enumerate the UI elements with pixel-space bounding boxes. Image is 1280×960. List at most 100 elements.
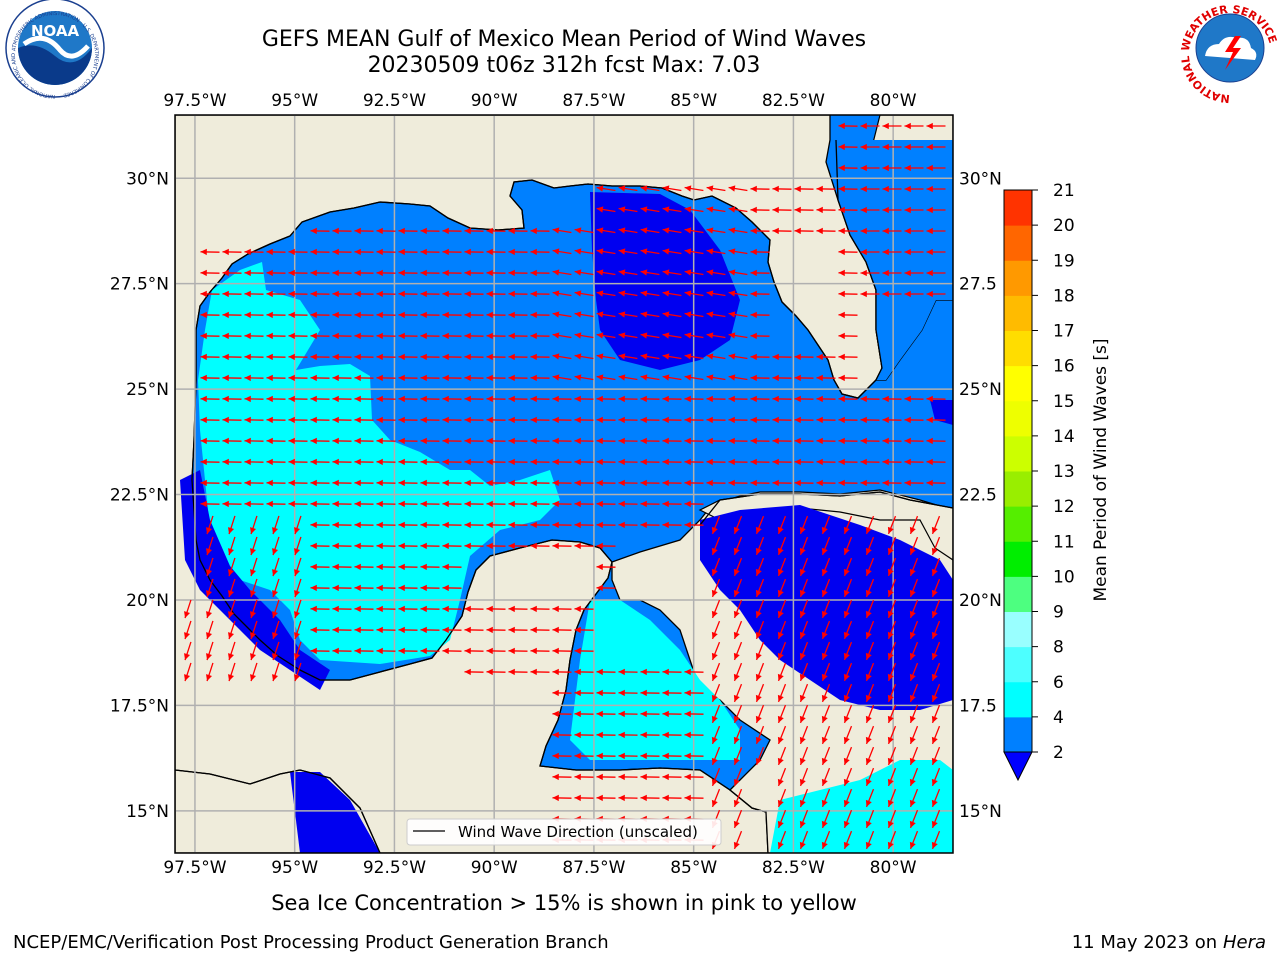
- wind-arrow: [288, 500, 308, 508]
- wind-arrow: [486, 605, 506, 613]
- wind-arrow: [508, 353, 528, 361]
- wind-arrow: [618, 710, 638, 718]
- wind-arrow: [184, 662, 192, 682]
- wind-arrow: [865, 536, 875, 556]
- wind-arrow: [574, 773, 594, 781]
- wind-arrow: [684, 248, 704, 255]
- wind-arrow: [684, 458, 704, 466]
- wind-arrow: [799, 662, 809, 682]
- wind-arrow: [662, 731, 682, 739]
- wind-arrow: [733, 704, 743, 724]
- wind-arrow: [865, 641, 875, 661]
- wind-arrow: [728, 185, 748, 192]
- wind-arrow: [887, 599, 897, 619]
- wind-arrow: [398, 374, 418, 382]
- wind-arrow: [354, 269, 374, 277]
- wind-arrow: [662, 479, 682, 487]
- wind-arrow: [904, 479, 924, 487]
- colorbar-segment: [1004, 260, 1032, 296]
- wind-arrow: [838, 311, 858, 319]
- wind-arrow: [376, 248, 396, 256]
- colorbar-segment: [1004, 541, 1032, 577]
- wind-arrow: [596, 752, 616, 760]
- wind-arrow: [684, 185, 704, 192]
- wind-arrow: [843, 620, 853, 640]
- wind-arrow: [684, 710, 704, 718]
- wind-arrow: [294, 557, 302, 577]
- lat-label-left: 25°N: [126, 380, 169, 400]
- wind-arrow: [272, 578, 280, 598]
- wind-arrow: [376, 563, 396, 571]
- colorbar-tick-label: 15: [1053, 392, 1075, 412]
- wind-arrow: [574, 647, 594, 655]
- wind-arrow: [376, 542, 396, 550]
- wind-arrow: [904, 290, 924, 298]
- wind-arrow: [750, 395, 770, 403]
- wind-arrow: [442, 227, 462, 235]
- wind-arrow: [508, 668, 528, 676]
- wind-arrow: [420, 563, 440, 571]
- wind-arrow: [228, 599, 236, 619]
- wind-arrow: [728, 395, 748, 403]
- wind-arrow: [706, 458, 726, 466]
- wind-arrow: [799, 620, 809, 640]
- wind-arrow: [750, 269, 770, 277]
- colorbar-tick-label: 8: [1053, 638, 1064, 658]
- wind-arrow: [288, 416, 308, 424]
- wind-arrow: [750, 206, 770, 214]
- wind-arrow: [909, 725, 919, 745]
- wind-arrow: [464, 479, 484, 487]
- lon-label-bottom: 85°W: [670, 858, 717, 878]
- wind-arrow: [843, 662, 853, 682]
- wind-arrow: [909, 809, 919, 829]
- wind-arrow: [266, 332, 286, 340]
- wind-arrow: [310, 437, 330, 445]
- lon-label-top: 87.5°W: [562, 91, 625, 111]
- wind-arrow: [821, 746, 831, 766]
- wind-arrow: [464, 374, 484, 382]
- colorbar-tick-label: 4: [1053, 708, 1064, 728]
- wind-arrow: [486, 269, 506, 277]
- period-region-yucatan-cyan: [570, 600, 740, 760]
- wind-arrow: [376, 458, 396, 466]
- wind-arrow: [684, 731, 704, 739]
- wind-arrow: [464, 353, 484, 361]
- wind-arrow: [882, 185, 902, 193]
- wind-arrow: [838, 227, 858, 235]
- colorbar-segment: [1004, 400, 1032, 437]
- wind-arrow: [272, 557, 280, 577]
- wind-arrow: [552, 290, 572, 297]
- wind-arrow: [777, 662, 787, 682]
- wind-arrow: [777, 830, 787, 850]
- lat-label-left: 22.5°N: [110, 486, 169, 506]
- wind-arrow: [926, 206, 946, 214]
- wind-arrow: [799, 683, 809, 703]
- wind-arrow: [464, 605, 484, 613]
- wind-arrow: [838, 374, 858, 382]
- wind-arrow: [887, 725, 897, 745]
- wind-arrow: [508, 479, 528, 487]
- wind-arrow: [728, 332, 748, 339]
- colorbar-segment: [1004, 576, 1032, 612]
- wind-arrow: [354, 290, 374, 298]
- wind-arrow: [904, 395, 924, 403]
- wind-arrow: [882, 395, 902, 403]
- wind-arrow: [354, 416, 374, 424]
- colorbar-segment: [1004, 471, 1032, 507]
- wind-arrow: [596, 311, 616, 318]
- wind-arrow: [662, 374, 682, 381]
- wind-arrow: [442, 248, 462, 256]
- wind-arrow: [860, 479, 880, 487]
- wind-arrow: [662, 710, 682, 718]
- wind-arrow: [733, 620, 743, 640]
- wind-arrow: [904, 269, 924, 277]
- wind-arrow: [222, 416, 242, 424]
- wind-arrow: [684, 773, 704, 781]
- wind-arrow: [310, 416, 330, 424]
- wind-arrow: [733, 662, 743, 682]
- wind-arrow: [904, 185, 924, 193]
- wind-arrow: [865, 704, 875, 724]
- wind-arrow: [799, 788, 809, 808]
- wind-arrow: [376, 353, 396, 361]
